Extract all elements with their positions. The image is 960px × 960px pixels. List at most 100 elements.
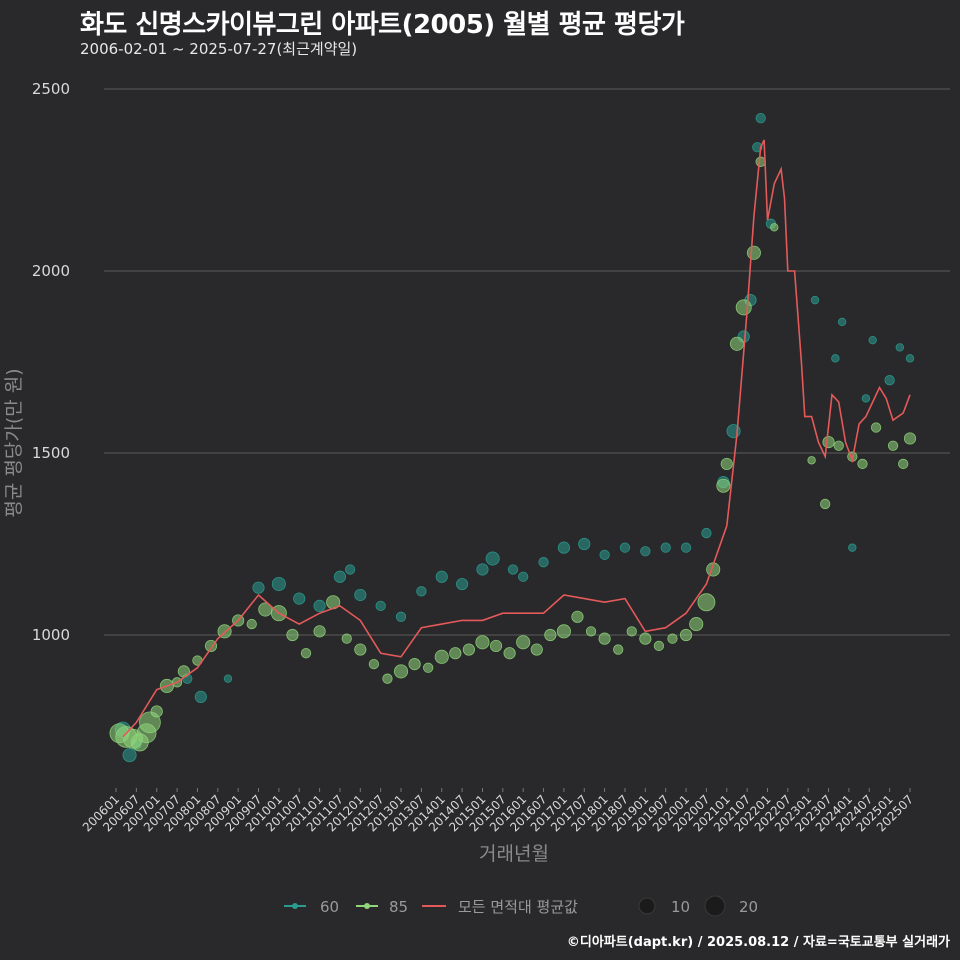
point-85 (833, 440, 844, 451)
point-85 (720, 457, 733, 471)
point-85 (598, 632, 611, 645)
y-tick-label: 2000 (32, 262, 70, 280)
point-60 (271, 576, 286, 592)
legend-size-20-label: 20 (739, 898, 758, 916)
legend-60-label: 60 (320, 898, 339, 916)
point-60 (557, 541, 570, 554)
point-60 (660, 542, 671, 553)
legend-85-label: 85 (389, 898, 408, 916)
point-85 (423, 662, 434, 673)
point-60 (456, 577, 469, 591)
point-85 (697, 593, 716, 612)
y-tick-label: 2500 (32, 80, 70, 98)
point-60 (755, 112, 766, 124)
point-85 (150, 705, 163, 718)
point-60 (313, 599, 326, 612)
point-85 (755, 156, 766, 167)
point-60 (905, 354, 915, 363)
point-60 (485, 551, 500, 566)
average-line (122, 139, 911, 738)
point-60 (640, 546, 651, 557)
point-85 (770, 223, 779, 232)
point-85 (887, 440, 899, 451)
point-85 (354, 643, 367, 656)
point-60 (619, 542, 631, 553)
point-85 (898, 458, 909, 470)
point-85 (489, 639, 503, 653)
legend-size-20-marker (704, 895, 726, 917)
point-60 (837, 317, 847, 327)
legend-85-marker (364, 903, 370, 909)
series-85-points (109, 156, 917, 752)
point-85 (246, 618, 257, 630)
point-85 (639, 632, 652, 645)
point-85 (503, 647, 516, 660)
point-60 (354, 588, 367, 602)
point-60 (122, 748, 137, 763)
point-60 (578, 537, 591, 551)
point-85 (667, 633, 678, 644)
point-60 (344, 564, 356, 575)
point-60 (701, 527, 712, 539)
point-85 (735, 299, 752, 316)
point-60 (810, 295, 820, 305)
point-60 (476, 563, 489, 576)
point-85 (313, 625, 326, 638)
point-85 (408, 658, 421, 671)
y-tick-label: 1500 (32, 444, 70, 462)
point-85 (585, 626, 597, 637)
point-60 (868, 335, 877, 345)
legend: 60 85 모든 면적대 평균값 10 20 (284, 895, 758, 917)
point-60 (518, 571, 529, 582)
point-85 (516, 635, 531, 650)
point-60 (223, 674, 233, 683)
y-axis: 1000 1500 2000 2500 (32, 80, 70, 644)
point-60 (507, 564, 519, 575)
point-85 (716, 478, 731, 493)
point-85 (613, 644, 624, 655)
point-60 (599, 549, 610, 561)
point-85 (571, 610, 584, 623)
point-85 (689, 617, 704, 632)
x-axis-title: 거래년월 (479, 843, 549, 865)
point-60 (538, 557, 549, 568)
point-60 (831, 354, 840, 363)
point-60 (416, 586, 427, 597)
legend-size-10-marker (638, 897, 656, 915)
grid (104, 88, 950, 636)
point-85 (544, 628, 557, 642)
point-85 (870, 422, 882, 433)
point-85 (449, 647, 462, 660)
point-85 (462, 643, 475, 656)
x-axis: 2006012006072007012007072008012008072009… (80, 788, 916, 835)
point-85 (822, 435, 835, 449)
series-60-points (114, 112, 915, 763)
point-85 (475, 635, 490, 650)
point-85 (653, 640, 665, 652)
point-85 (300, 648, 312, 659)
point-85 (857, 458, 868, 470)
legend-avg-label: 모든 면적대 평균값 (458, 898, 578, 916)
point-60 (293, 592, 306, 605)
y-axis-title: 평균 평당가(만 원) (3, 368, 25, 517)
point-60 (395, 611, 407, 622)
point-85 (341, 633, 352, 644)
point-60 (861, 394, 871, 403)
point-85 (556, 624, 571, 639)
point-85 (393, 664, 409, 679)
point-60 (435, 570, 448, 583)
point-85 (434, 649, 449, 664)
point-85 (729, 336, 744, 351)
chart-title: 화도 신명스카이뷰그린 아파트(2005) 월별 평균 평당가 (80, 10, 685, 40)
point-60 (680, 542, 692, 553)
point-60 (848, 543, 857, 552)
point-60 (884, 375, 895, 386)
point-60 (333, 570, 347, 583)
point-60 (895, 343, 905, 352)
point-85 (382, 673, 393, 684)
point-85 (746, 245, 761, 260)
point-85 (530, 643, 543, 656)
point-85 (679, 628, 693, 642)
point-85 (368, 658, 380, 670)
